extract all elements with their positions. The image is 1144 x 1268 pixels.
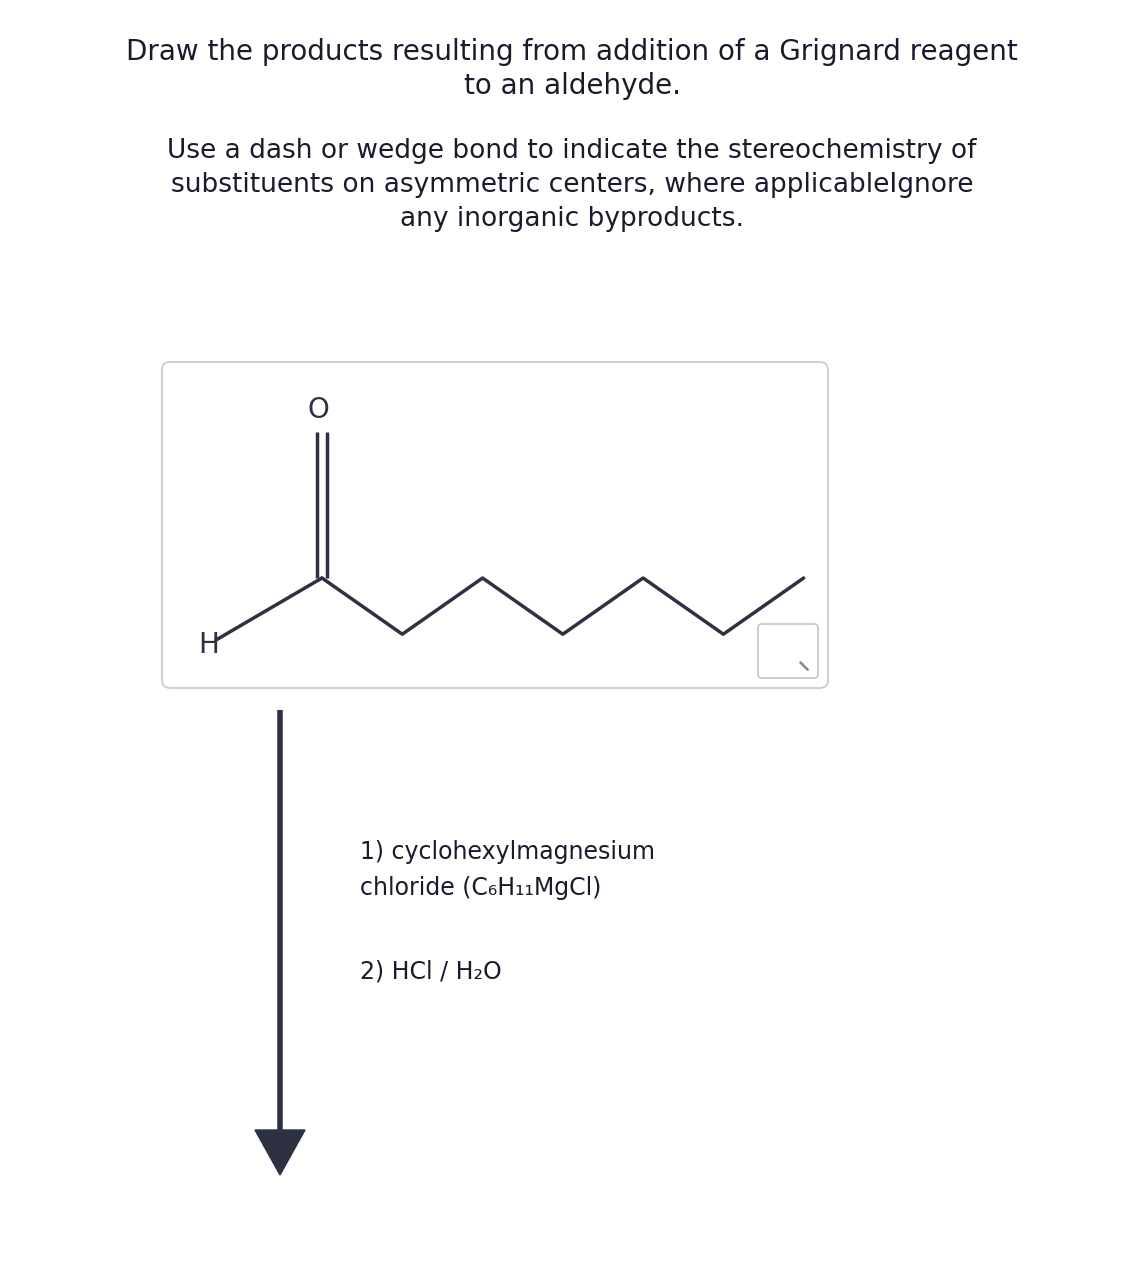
- Text: H: H: [198, 631, 219, 659]
- Text: substituents on asymmetric centers, where applicableIgnore: substituents on asymmetric centers, wher…: [170, 172, 974, 198]
- Text: Draw the products resulting from addition of a Grignard reagent: Draw the products resulting from additio…: [126, 38, 1018, 66]
- Text: O: O: [307, 396, 328, 424]
- Text: any inorganic byproducts.: any inorganic byproducts.: [400, 205, 744, 232]
- FancyBboxPatch shape: [162, 361, 828, 689]
- Text: chloride (C₆H₁₁MgCl): chloride (C₆H₁₁MgCl): [360, 876, 602, 900]
- Text: Use a dash or wedge bond to indicate the stereochemistry of: Use a dash or wedge bond to indicate the…: [167, 138, 977, 164]
- Text: to an aldehyde.: to an aldehyde.: [463, 72, 681, 100]
- FancyBboxPatch shape: [758, 624, 818, 678]
- Text: 1) cyclohexylmagnesium: 1) cyclohexylmagnesium: [360, 839, 656, 864]
- Text: 2) HCl / H₂O: 2) HCl / H₂O: [360, 960, 502, 984]
- Polygon shape: [255, 1130, 305, 1175]
